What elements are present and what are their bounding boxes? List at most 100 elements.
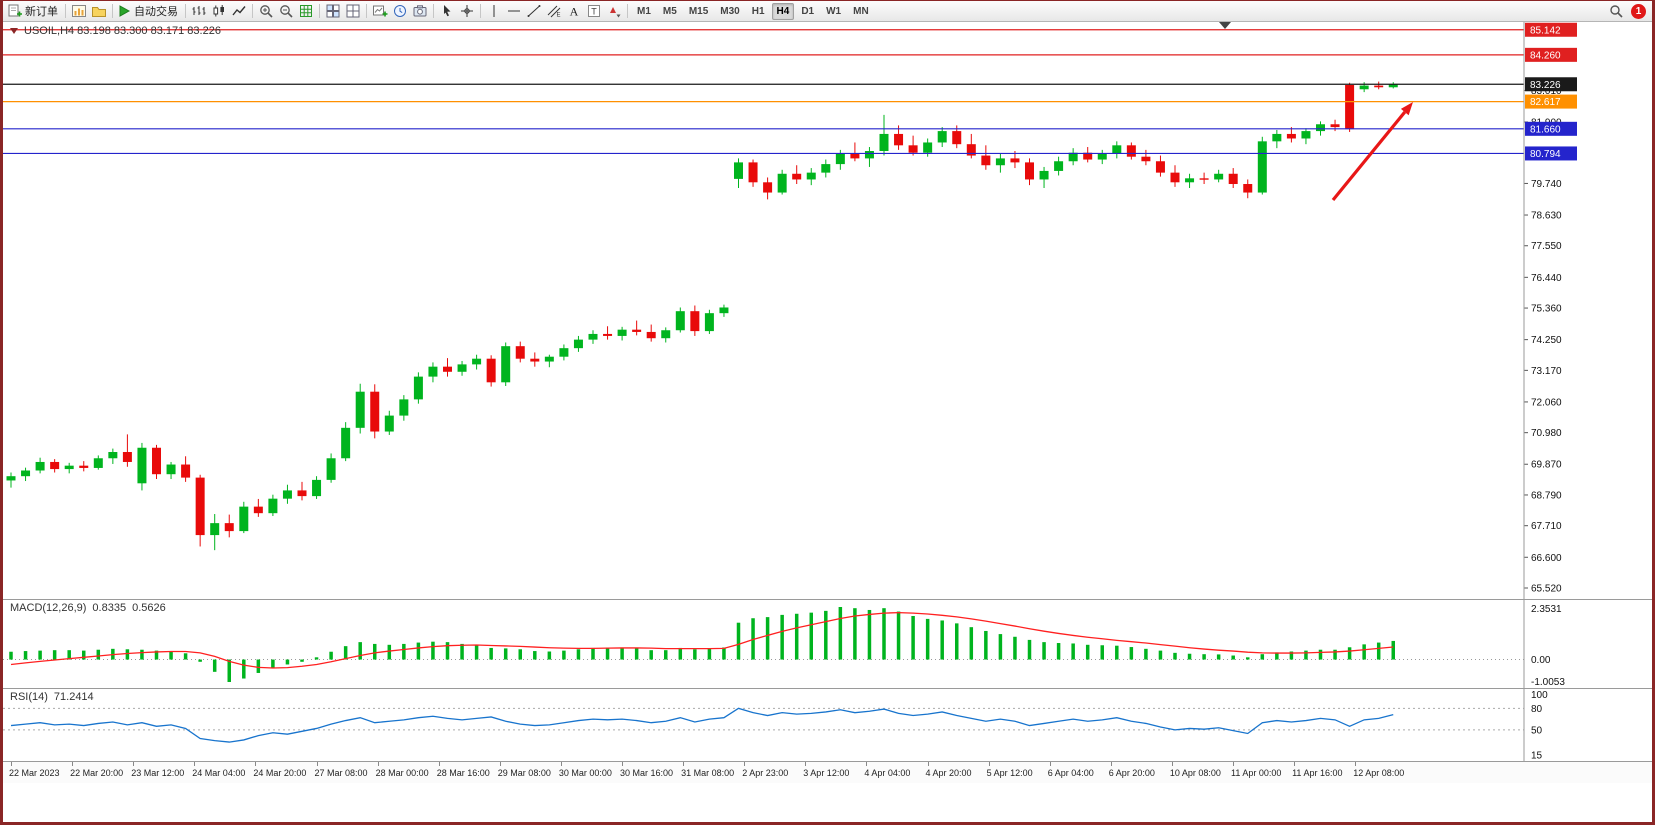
clock-button[interactable] — [390, 2, 410, 20]
autotrading-button[interactable]: 自动交易 — [116, 2, 182, 20]
timeframe-d1-button[interactable]: D1 — [801, 5, 815, 17]
clock-icon — [394, 5, 406, 17]
macd-signal-line — [10, 612, 1394, 669]
timeframe-m15-button[interactable]: M15 — [688, 5, 709, 17]
search-button[interactable] — [1606, 2, 1626, 20]
svg-text:E: E — [557, 13, 561, 19]
time-label: 11 Apr 16:00 — [1292, 768, 1343, 778]
timeframe-m30-button[interactable]: M30 — [720, 5, 740, 17]
price-scale[interactable]: 83.01081.90079.74078.63077.55076.44075.3… — [1524, 86, 1562, 595]
time-axis[interactable]: 22 Mar 2023 22 Mar 20:00 23 Mar 12:00 24 Ma… — [3, 761, 1652, 783]
main-chart-canvas[interactable]: 83.01081.90079.74078.63077.55076.44075.3… — [3, 22, 1652, 599]
channel-icon: E — [547, 5, 561, 19]
trendline-button[interactable] — [524, 2, 544, 20]
time-label: 28 Mar 00:00 — [375, 768, 429, 778]
text-t-button[interactable]: T — [584, 2, 604, 20]
rsi-scale[interactable]: 100 80 50 15 — [1531, 690, 1548, 761]
time-label: 24 Mar 04:00 — [192, 768, 246, 778]
svg-text:78.630: 78.630 — [1531, 211, 1562, 222]
vline-button[interactable] — [484, 2, 504, 20]
svg-text:83.226: 83.226 — [1530, 80, 1561, 91]
toolbar-separator — [112, 4, 113, 18]
time-tick — [72, 762, 74, 766]
svg-text:68.790: 68.790 — [1531, 490, 1562, 501]
svg-text:100: 100 — [1531, 690, 1548, 701]
time-tick — [316, 762, 318, 766]
timeframe-h4-button[interactable]: H4 — [771, 2, 795, 20]
toolbar-separator — [627, 4, 628, 18]
rsi-canvas[interactable]: 100 80 50 15 — [3, 688, 1652, 761]
svg-text:T: T — [591, 7, 597, 17]
camera-button[interactable] — [410, 2, 430, 20]
crosshair-icon — [461, 5, 473, 17]
crosshair-button[interactable] — [457, 2, 477, 20]
time-label: 27 Mar 08:00 — [314, 768, 368, 778]
svg-text:79.740: 79.740 — [1531, 179, 1562, 190]
time-tick — [194, 762, 196, 766]
channel-button[interactable]: E — [544, 2, 564, 20]
svg-text:77.550: 77.550 — [1531, 241, 1562, 252]
timeframe-m5-button[interactable]: M5 — [662, 5, 677, 17]
svg-text:85.142: 85.142 — [1530, 25, 1561, 36]
time-tick — [683, 762, 685, 766]
rsi-panel: 100 80 50 15 RSI(14) 71.2414 — [3, 688, 1652, 761]
svg-text:0.00: 0.00 — [1531, 655, 1551, 666]
timeframe-h1-button[interactable]: H1 — [751, 5, 765, 17]
svg-text:75.360: 75.360 — [1531, 304, 1562, 315]
horizontal-price-lines[interactable]: 85.142 84.260 83.226 82.617 81.660 80.794 — [3, 22, 1577, 161]
svg-text:A: A — [570, 5, 579, 19]
new-order-button[interactable]: 新订单 — [7, 2, 62, 20]
time-tick — [1294, 762, 1296, 766]
candles-icon — [213, 5, 224, 17]
time-label: 12 Apr 08:00 — [1353, 768, 1405, 778]
candles-button[interactable] — [209, 2, 229, 20]
line-chart-button[interactable] — [229, 2, 249, 20]
text-a-icon: A — [570, 5, 579, 19]
svg-text:76.440: 76.440 — [1531, 273, 1562, 284]
trend-arrow-annotation[interactable] — [1331, 102, 1413, 202]
timeframe-mn-button[interactable]: MN — [853, 5, 869, 17]
time-tick — [255, 762, 257, 766]
grid-button[interactable] — [296, 2, 316, 20]
new-chart-button[interactable] — [370, 2, 390, 20]
profiles-button[interactable] — [89, 2, 109, 20]
toolbar-separator — [319, 4, 320, 18]
tile-button[interactable] — [343, 2, 363, 20]
time-label: 11 Apr 00:00 — [1231, 768, 1282, 778]
svg-text:74.250: 74.250 — [1531, 335, 1562, 346]
timeframe-w1-button[interactable]: W1 — [826, 5, 842, 17]
zoom-in-button[interactable] — [256, 2, 276, 20]
chart-shift-marker-icon[interactable] — [1219, 22, 1231, 29]
macd-scale[interactable]: 2.3531 0.00 -1.0053 — [1531, 604, 1565, 688]
chart-window-button[interactable] — [69, 2, 89, 20]
time-label: 10 Apr 08:00 — [1169, 768, 1221, 778]
svg-text:65.520: 65.520 — [1531, 584, 1562, 595]
new-order-label: 新订单 — [25, 6, 58, 18]
toolbar-right-group: 1 — [1606, 2, 1648, 20]
timeframe-m1-button[interactable]: M1 — [637, 5, 651, 17]
hline-button[interactable] — [504, 2, 524, 20]
tile-icon — [346, 4, 360, 18]
arrange-button[interactable] — [323, 2, 343, 20]
camera-icon — [413, 5, 427, 17]
text-a-button[interactable]: A — [564, 2, 584, 20]
bar-chart-button[interactable] — [189, 2, 209, 20]
time-tick — [1233, 762, 1234, 766]
zoom-in-icon — [260, 5, 273, 18]
svg-text:73.170: 73.170 — [1531, 366, 1562, 377]
arrows-button[interactable] — [604, 2, 624, 20]
time-tick — [1355, 762, 1357, 766]
profiles-icon — [92, 7, 106, 17]
time-tick — [622, 762, 623, 766]
time-label: 22 Mar 20:00 — [70, 768, 124, 778]
cursor-button[interactable] — [437, 2, 457, 20]
notification-badge[interactable]: 1 — [1631, 3, 1646, 19]
time-tick — [560, 762, 562, 766]
toolbar: 新订单 自动交易 E A T M1 M5 M15 M30 H1 H4 D1 W1 MN 1 — [3, 1, 1652, 22]
macd-canvas[interactable]: 2.3531 0.00 -1.0053 — [3, 599, 1652, 688]
autotrading-icon — [119, 5, 131, 17]
svg-text:-1.0053: -1.0053 — [1531, 677, 1565, 688]
zoom-out-button[interactable] — [276, 2, 296, 20]
svg-text:50: 50 — [1531, 725, 1543, 736]
candlestick-series — [6, 81, 1398, 551]
